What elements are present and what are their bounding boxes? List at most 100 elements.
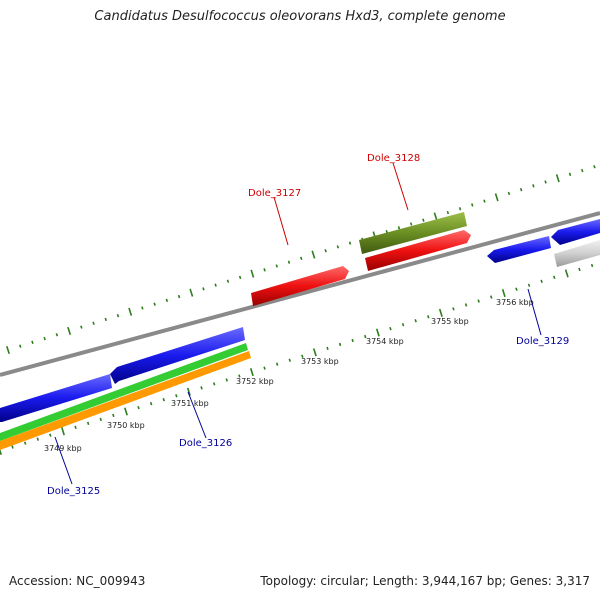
minor-tick (477, 299, 480, 303)
scale-labels: 3749 kbp 3750 kbp 3751 kbp 3752 kbp 3753… (44, 298, 534, 453)
minor-tick (324, 249, 327, 253)
minor-tick (92, 321, 95, 325)
minor-tick (23, 441, 27, 445)
minor-tick (544, 180, 547, 184)
minor-tick (527, 283, 531, 287)
minor-tick (490, 295, 493, 299)
gray-gene-right (554, 240, 600, 267)
minor-tick (553, 275, 556, 280)
scale-label: 3750 kbp (107, 421, 145, 430)
major-tick (311, 250, 316, 259)
minor-tick (55, 333, 59, 337)
minor-tick (581, 168, 584, 173)
genome-summary-text: Topology: circular; Length: 3,944,167 bp… (260, 574, 590, 588)
minor-tick (515, 287, 518, 291)
scale-label: 3752 kbp (236, 377, 274, 386)
minor-tick (593, 165, 596, 169)
label-leaders (54, 162, 542, 485)
minor-tick (364, 334, 367, 339)
scale-label: 3749 kbp (44, 444, 82, 453)
major-tick (0, 448, 2, 456)
minor-tick (414, 319, 417, 323)
minor-tick (471, 203, 474, 207)
minor-tick (177, 294, 181, 299)
major-tick (555, 174, 560, 183)
minor-tick (326, 346, 329, 351)
gene-dole-3126-arrow[interactable] (110, 327, 245, 384)
minor-tick (162, 398, 165, 402)
minor-tick (483, 199, 486, 203)
minor-tick (464, 303, 468, 307)
minor-tick (165, 298, 169, 303)
minor-tick (80, 325, 83, 329)
accession-text: Accession: NC_009943 (9, 574, 146, 588)
gene-dole-3125-arrow[interactable] (0, 374, 112, 422)
minor-tick (74, 425, 77, 430)
minor-tick (225, 378, 228, 382)
major-tick (61, 427, 65, 436)
minor-tick (422, 218, 425, 222)
scale-label: 3751 kbp (171, 399, 209, 408)
gene-label-dole-3126[interactable]: Dole_3126 (179, 438, 232, 449)
major-tick (250, 269, 255, 278)
minor-tick (446, 210, 450, 215)
scale-label: 3756 kbp (496, 298, 534, 307)
minor-tick (568, 172, 572, 177)
gene-dole-3127-arrow[interactable] (251, 266, 349, 306)
minor-tick (137, 405, 140, 410)
orange-feature-track (0, 351, 251, 450)
minor-tick (175, 394, 178, 398)
minor-tick (338, 342, 342, 347)
genome-backbone (0, 211, 600, 377)
gene-dole-3129-arrow[interactable] (487, 236, 551, 263)
minor-tick (104, 317, 107, 322)
minor-tick (19, 344, 22, 348)
minor-tick (214, 283, 217, 287)
minor-tick (389, 326, 392, 331)
minor-tick (49, 433, 52, 437)
inner-tick-track (0, 263, 594, 456)
minor-tick (300, 256, 303, 261)
scale-label: 3755 kbp (431, 317, 469, 326)
gene-label-dole-3129[interactable]: Dole_3129 (516, 336, 569, 347)
minor-tick (351, 338, 354, 343)
minor-tick (153, 302, 156, 306)
minor-tick (275, 362, 279, 366)
minor-tick (452, 307, 455, 311)
major-tick (438, 308, 443, 317)
major-tick (564, 269, 569, 278)
major-tick (375, 328, 380, 337)
minor-tick (36, 437, 39, 441)
minor-tick (288, 358, 291, 362)
minor-tick (458, 207, 462, 211)
minor-tick (212, 382, 216, 386)
minor-tick (397, 226, 401, 230)
minor-tick (263, 268, 266, 272)
minor-tick (200, 386, 203, 390)
minor-tick (263, 366, 266, 370)
minor-tick (301, 354, 304, 358)
gene-label-dole-3128[interactable]: Dole_3128 (367, 153, 420, 164)
minor-tick (141, 306, 144, 310)
minor-tick (427, 315, 430, 319)
gene-dole-3128-orf (359, 212, 467, 254)
minor-tick (578, 267, 581, 272)
minor-tick (401, 323, 405, 327)
minor-tick (116, 313, 120, 318)
major-tick (494, 193, 499, 202)
major-tick (249, 367, 254, 377)
minor-tick (11, 445, 14, 449)
major-tick (124, 407, 128, 416)
blue-gene-right (551, 219, 600, 245)
minor-tick (409, 222, 413, 226)
scale-label: 3753 kbp (301, 357, 339, 366)
gene-dole-3128-arrow[interactable] (365, 230, 471, 271)
minor-tick (112, 413, 115, 418)
minor-tick (202, 287, 205, 291)
major-tick (501, 289, 506, 298)
major-tick (6, 345, 10, 355)
minor-tick (590, 263, 594, 268)
gene-label-dole-3127[interactable]: Dole_3127 (248, 188, 301, 199)
gene-label-dole-3125[interactable]: Dole_3125 (47, 486, 100, 497)
